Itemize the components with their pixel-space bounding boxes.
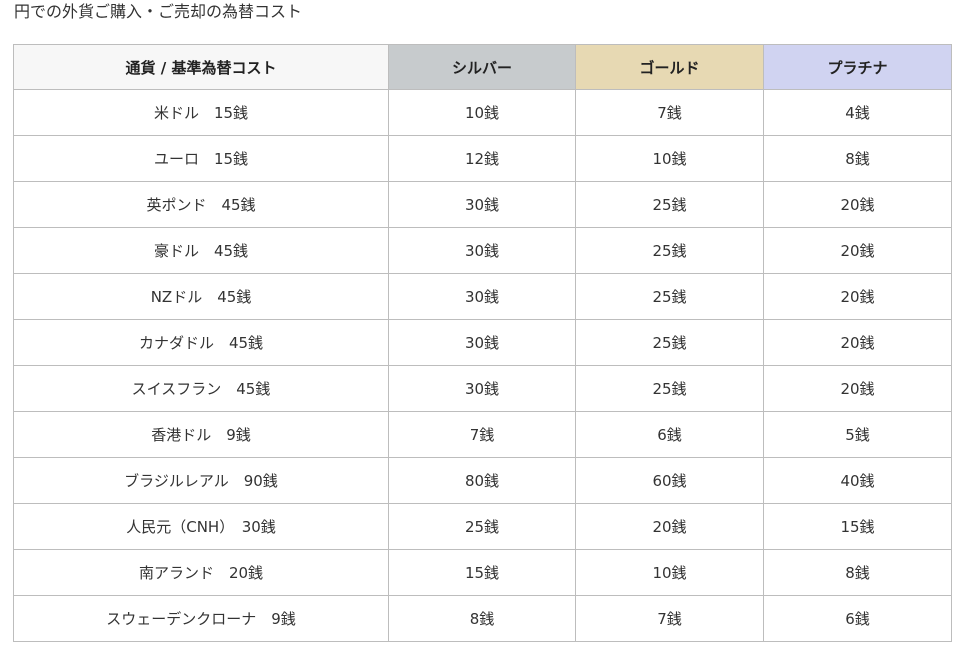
table-row: 米ドル 15銭 10銭 7銭 4銭 [13, 89, 952, 136]
cell-gold: 25銭 [575, 227, 764, 274]
cell-silver: 30銭 [388, 365, 576, 412]
cell-currency-base-cost: スウェーデンクローナ 9銭 [13, 595, 389, 642]
cell-platinum: 20銭 [763, 273, 952, 320]
fx-cost-table: 通貨 / 基準為替コスト シルバー ゴールド プラチナ 米ドル 15銭 10銭 7銭… [13, 44, 952, 642]
cell-gold: 7銭 [575, 89, 764, 136]
cell-platinum: 5銭 [763, 411, 952, 458]
cell-gold: 60銭 [575, 457, 764, 504]
cell-gold: 7銭 [575, 595, 764, 642]
header-currency-base-cost: 通貨 / 基準為替コスト [13, 44, 389, 90]
cell-platinum: 20銭 [763, 181, 952, 228]
table-row: 南アランド 20銭 15銭 10銭 8銭 [13, 549, 952, 596]
cell-platinum: 20銭 [763, 319, 952, 366]
table-body: 米ドル 15銭 10銭 7銭 4銭 ユーロ 15銭 12銭 10銭 8銭 英ポンド 45銭 30銭… [13, 89, 952, 642]
cell-silver: 7銭 [388, 411, 576, 458]
table-row: カナダドル 45銭 30銭 25銭 20銭 [13, 319, 952, 366]
cell-silver: 30銭 [388, 181, 576, 228]
cell-gold: 20銭 [575, 503, 764, 550]
table-row: 香港ドル 9銭 7銭 6銭 5銭 [13, 411, 952, 458]
table-header-row: 通貨 / 基準為替コスト シルバー ゴールド プラチナ [13, 44, 952, 90]
table-row: スウェーデンクローナ 9銭 8銭 7銭 6銭 [13, 595, 952, 642]
header-silver: シルバー [388, 44, 576, 90]
cell-silver: 30銭 [388, 319, 576, 366]
header-gold: ゴールド [575, 44, 764, 90]
cell-silver: 15銭 [388, 549, 576, 596]
cell-gold: 25銭 [575, 365, 764, 412]
cell-platinum: 40銭 [763, 457, 952, 504]
cell-silver: 25銭 [388, 503, 576, 550]
table-row: ブラジルレアル 90銭 80銭 60銭 40銭 [13, 457, 952, 504]
cell-currency-base-cost: 豪ドル 45銭 [13, 227, 389, 274]
header-platinum: プラチナ [763, 44, 952, 90]
cell-currency-base-cost: 南アランド 20銭 [13, 549, 389, 596]
table-row: 豪ドル 45銭 30銭 25銭 20銭 [13, 227, 952, 274]
cell-platinum: 8銭 [763, 135, 952, 182]
cell-gold: 6銭 [575, 411, 764, 458]
cell-currency-base-cost: カナダドル 45銭 [13, 319, 389, 366]
cell-platinum: 15銭 [763, 503, 952, 550]
cell-gold: 10銭 [575, 135, 764, 182]
cell-platinum: 4銭 [763, 89, 952, 136]
cell-gold: 25銭 [575, 181, 764, 228]
cell-gold: 25銭 [575, 319, 764, 366]
cell-platinum: 6銭 [763, 595, 952, 642]
cell-currency-base-cost: 英ポンド 45銭 [13, 181, 389, 228]
table-row: 人民元（CNH） 30銭 25銭 20銭 15銭 [13, 503, 952, 550]
cell-currency-base-cost: ブラジルレアル 90銭 [13, 457, 389, 504]
cell-currency-base-cost: 人民元（CNH） 30銭 [13, 503, 389, 550]
table-caption: 円での外貨ご購入・ご売却の為替コスト [14, 2, 303, 21]
table-row: ユーロ 15銭 12銭 10銭 8銭 [13, 135, 952, 182]
cell-gold: 10銭 [575, 549, 764, 596]
cell-silver: 30銭 [388, 227, 576, 274]
cell-currency-base-cost: スイスフラン 45銭 [13, 365, 389, 412]
cell-silver: 10銭 [388, 89, 576, 136]
cell-platinum: 20銭 [763, 227, 952, 274]
cell-currency-base-cost: ユーロ 15銭 [13, 135, 389, 182]
cell-currency-base-cost: 米ドル 15銭 [13, 89, 389, 136]
cell-silver: 8銭 [388, 595, 576, 642]
table-row: スイスフラン 45銭 30銭 25銭 20銭 [13, 365, 952, 412]
cell-silver: 30銭 [388, 273, 576, 320]
cell-gold: 25銭 [575, 273, 764, 320]
table-row: NZドル 45銭 30銭 25銭 20銭 [13, 273, 952, 320]
cell-currency-base-cost: NZドル 45銭 [13, 273, 389, 320]
cell-currency-base-cost: 香港ドル 9銭 [13, 411, 389, 458]
table-row: 英ポンド 45銭 30銭 25銭 20銭 [13, 181, 952, 228]
cell-platinum: 8銭 [763, 549, 952, 596]
cell-silver: 80銭 [388, 457, 576, 504]
cell-silver: 12銭 [388, 135, 576, 182]
cell-platinum: 20銭 [763, 365, 952, 412]
